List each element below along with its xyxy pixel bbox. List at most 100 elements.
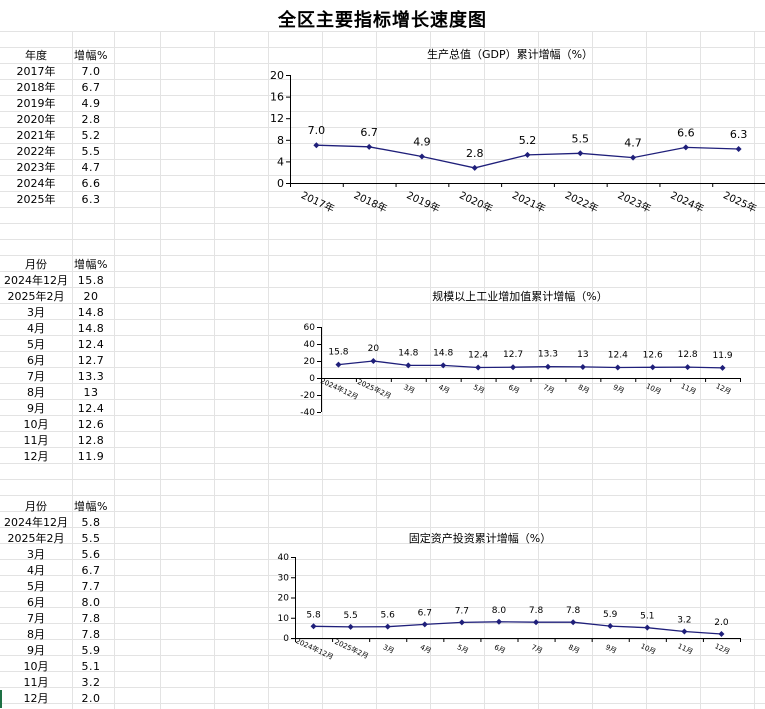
- table-cell-label[interactable]: 2025年: [16, 193, 56, 206]
- data-point[interactable]: [405, 362, 412, 369]
- table-cell-label[interactable]: 10月: [23, 660, 49, 673]
- table-cell-label[interactable]: 2021年: [16, 129, 56, 142]
- data-point[interactable]: [577, 150, 584, 157]
- table-cell-value[interactable]: 3.2: [81, 676, 101, 689]
- table-cell-value[interactable]: 增幅%: [74, 258, 108, 271]
- table-cell-label[interactable]: 12月: [23, 450, 49, 463]
- table-cell-label[interactable]: 5月: [27, 580, 45, 593]
- table-cell-label[interactable]: 9月: [27, 644, 45, 657]
- table-cell-value[interactable]: 12.4: [77, 402, 105, 415]
- data-point[interactable]: [649, 364, 656, 371]
- table-cell-value[interactable]: 13: [83, 386, 99, 399]
- table-cell-label[interactable]: 2020年: [16, 113, 56, 126]
- data-point[interactable]: [681, 628, 688, 635]
- data-point[interactable]: [607, 623, 614, 630]
- table-cell-value[interactable]: 7.0: [81, 65, 101, 78]
- table-cell-value[interactable]: 7.8: [81, 628, 101, 641]
- data-point[interactable]: [418, 153, 425, 160]
- table-cell-label[interactable]: 2023年: [16, 161, 56, 174]
- table-cell-value[interactable]: 增幅%: [74, 49, 108, 62]
- data-point[interactable]: [718, 630, 725, 637]
- table-cell-label[interactable]: 3月: [27, 548, 45, 561]
- data-point[interactable]: [366, 143, 373, 150]
- table-cell-value[interactable]: 6.7: [81, 81, 101, 94]
- table-cell-value[interactable]: 13.3: [77, 370, 105, 383]
- table-cell-label[interactable]: 9月: [27, 402, 45, 415]
- table-cell-value[interactable]: 7.8: [81, 612, 101, 625]
- table-cell-value[interactable]: 8.0: [81, 596, 101, 609]
- gdp-growth-chart[interactable]: 生产总值（GDP）累计增幅（%） 0 4 8 12 16 20 2017年 2018年 2019年…: [255, 40, 765, 222]
- data-point[interactable]: [735, 145, 742, 152]
- data-point[interactable]: [684, 364, 691, 371]
- table-cell-label[interactable]: 6月: [27, 596, 45, 609]
- data-point[interactable]: [570, 619, 577, 626]
- table-cell-label[interactable]: 2018年: [16, 81, 56, 94]
- table-cell-label[interactable]: 2024年12月: [4, 516, 68, 529]
- data-point[interactable]: [440, 362, 447, 369]
- table-cell-label[interactable]: 2025年2月: [7, 290, 65, 303]
- table-cell-label[interactable]: 11月: [23, 434, 49, 447]
- data-point[interactable]: [544, 363, 551, 370]
- data-point[interactable]: [310, 623, 317, 630]
- table-cell-value[interactable]: 11.9: [77, 450, 105, 463]
- table-cell-label[interactable]: 10月: [23, 418, 49, 431]
- table-cell-label[interactable]: 7月: [27, 370, 45, 383]
- data-point[interactable]: [370, 358, 377, 364]
- data-point[interactable]: [533, 619, 540, 626]
- table-cell-label[interactable]: 2017年: [16, 65, 56, 78]
- data-point[interactable]: [524, 151, 531, 158]
- data-point[interactable]: [471, 164, 478, 171]
- table-cell-value[interactable]: 5.9: [81, 644, 101, 657]
- data-point[interactable]: [644, 624, 651, 631]
- data-point[interactable]: [421, 621, 428, 628]
- table-cell-label[interactable]: 月份: [25, 500, 47, 513]
- data-point[interactable]: [495, 618, 502, 625]
- data-point[interactable]: [347, 623, 354, 630]
- data-point[interactable]: [510, 364, 517, 371]
- table-cell-label[interactable]: 5月: [27, 338, 45, 351]
- table-cell-value[interactable]: 6.6: [81, 177, 101, 190]
- data-point[interactable]: [475, 364, 482, 371]
- table-cell-value[interactable]: 2.0: [81, 692, 101, 705]
- table-cell-value[interactable]: 2.8: [81, 113, 101, 126]
- table-cell-label[interactable]: 2024年: [16, 177, 56, 190]
- table-cell-value[interactable]: 14.8: [77, 322, 105, 335]
- table-cell-value[interactable]: 增幅%: [74, 500, 108, 513]
- table-cell-label[interactable]: 2025年2月: [7, 532, 65, 545]
- table-cell-value[interactable]: 5.6: [81, 548, 101, 561]
- table-cell-label[interactable]: 6月: [27, 354, 45, 367]
- table-cell-label[interactable]: 年度: [25, 49, 47, 62]
- table-cell-label[interactable]: 3月: [27, 306, 45, 319]
- table-cell-value[interactable]: 6.3: [81, 193, 101, 206]
- table-cell-label[interactable]: 2019年: [16, 97, 56, 110]
- data-point[interactable]: [630, 154, 637, 161]
- data-point[interactable]: [719, 364, 726, 371]
- table-cell-label[interactable]: 2022年: [16, 145, 56, 158]
- table-cell-label[interactable]: 4月: [27, 564, 45, 577]
- table-cell-label[interactable]: 2024年12月: [4, 274, 68, 287]
- table-cell-value[interactable]: 15.8: [77, 274, 105, 287]
- table-cell-label[interactable]: 8月: [27, 628, 45, 641]
- data-point[interactable]: [313, 142, 320, 149]
- table-cell-value[interactable]: 5.2: [81, 129, 101, 142]
- industry-growth-chart[interactable]: 规模以上工业增加值累计增幅（%）-40-2002040602024年12月202…: [280, 285, 741, 435]
- table-cell-value[interactable]: 6.7: [81, 564, 101, 577]
- table-cell-value[interactable]: 7.7: [81, 580, 101, 593]
- table-cell-value[interactable]: 12.4: [77, 338, 105, 351]
- table-cell-label[interactable]: 12月: [23, 692, 49, 705]
- table-cell-value[interactable]: 20: [83, 290, 99, 303]
- data-point[interactable]: [384, 623, 391, 630]
- table-cell-value[interactable]: 14.8: [77, 306, 105, 319]
- table-cell-label[interactable]: 4月: [27, 322, 45, 335]
- data-point[interactable]: [614, 364, 621, 371]
- table-cell-value[interactable]: 4.7: [81, 161, 101, 174]
- table-cell-label[interactable]: 11月: [23, 676, 49, 689]
- table-cell-value[interactable]: 12.6: [77, 418, 105, 431]
- table-cell-value[interactable]: 4.9: [81, 97, 101, 110]
- data-point[interactable]: [458, 619, 465, 626]
- data-point[interactable]: [682, 144, 689, 151]
- table-cell-label[interactable]: 7月: [27, 612, 45, 625]
- table-cell-value[interactable]: 5.1: [81, 660, 101, 673]
- table-cell-label[interactable]: 8月: [27, 386, 45, 399]
